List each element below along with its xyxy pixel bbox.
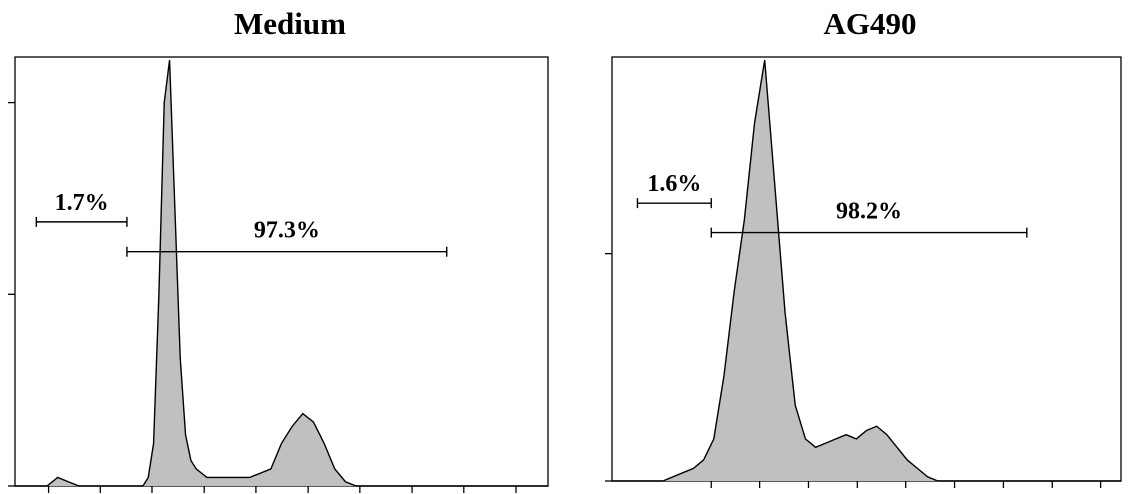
plot-frame <box>611 56 1122 482</box>
histogram-panel-ag490: AG490 1.6% 98.2% <box>565 0 1130 494</box>
histogram-chart-ag490: 1.6% 98.2% <box>605 56 1122 488</box>
histogram-outline <box>612 59 1121 482</box>
gate-label: 1.7% <box>55 190 109 216</box>
chart-title: AG490 <box>823 6 917 41</box>
gate-label: 98.2% <box>836 199 902 225</box>
chart-title: Medium <box>234 6 346 41</box>
gate-label: 97.3% <box>254 218 320 244</box>
histogram-panel-medium: Medium 1.7% 97.3% <box>8 6 549 493</box>
histogram-area <box>612 60 1121 481</box>
gate-label: 1.6% <box>647 171 701 197</box>
plot-frame <box>14 56 549 487</box>
histogram-area <box>15 60 548 486</box>
histogram-chart-medium: 1.7% 97.3% <box>8 56 549 493</box>
histogram-outline <box>15 59 548 487</box>
